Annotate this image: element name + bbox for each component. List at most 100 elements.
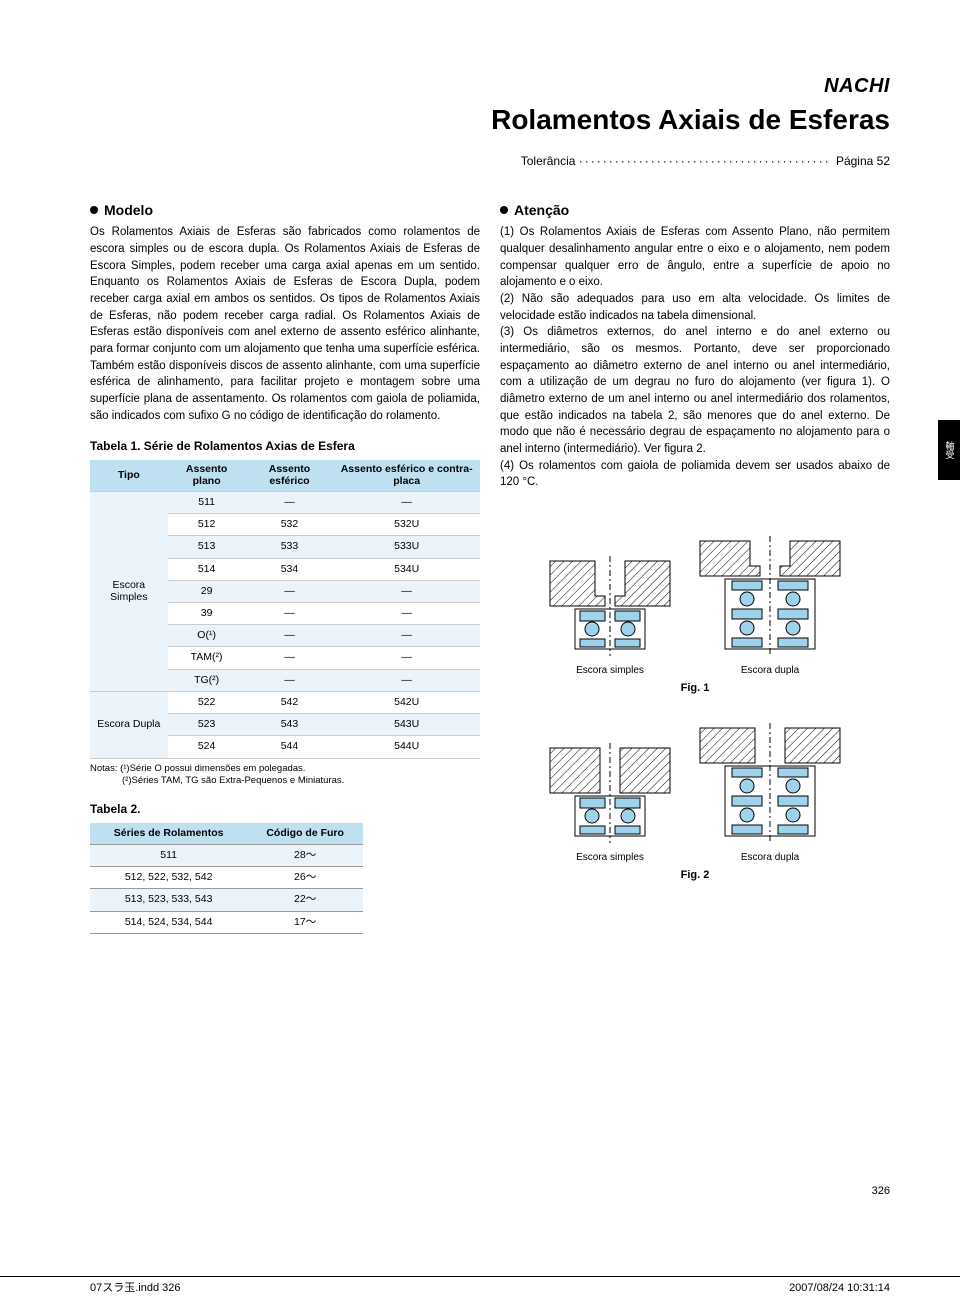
- modelo-text: Os Rolamentos Axiais de Esferas são fabr…: [90, 224, 480, 424]
- t2-cell: 17～: [247, 911, 363, 933]
- table2-caption: Tabela 2.: [90, 801, 480, 818]
- page-number: 326: [872, 1184, 890, 1200]
- table-row: 513, 523, 533, 54322～: [90, 889, 363, 911]
- t1-cell: 39: [168, 603, 246, 625]
- leader-dots: ········································…: [579, 154, 836, 168]
- page: NACHI Rolamentos Axiais de Esferas Toler…: [0, 0, 960, 1260]
- t1-cell: 534U: [333, 558, 480, 580]
- t1-note-0: Notas: (¹)Série O possui dimensões em po…: [90, 763, 480, 775]
- t1-cell: 29: [168, 580, 246, 602]
- t1-cell: —: [333, 625, 480, 647]
- modelo-heading: Modelo: [90, 200, 480, 220]
- t1-cell: 543: [246, 714, 334, 736]
- title-block: Rolamentos Axiais de Esferas Tolerância …: [90, 100, 890, 170]
- t1-cell: —: [246, 647, 334, 669]
- t1-h2: Assento esférico: [246, 460, 334, 492]
- fig1-label: Fig. 1: [500, 681, 890, 697]
- t1-cell: 532U: [333, 514, 480, 536]
- t1-cell: —: [246, 603, 334, 625]
- side-tab: 軸受: [938, 420, 960, 480]
- t1-cell: 543U: [333, 714, 480, 736]
- fig2-double: Escora dupla: [690, 718, 850, 866]
- t1-h1: Assento plano: [168, 460, 246, 492]
- fig1-simple: Escora simples: [540, 551, 680, 679]
- t1-cell: —: [246, 669, 334, 691]
- table1-caption: Tabela 1. Série de Rolamentos Axias de E…: [90, 438, 480, 455]
- fig1-double-svg: [690, 531, 850, 661]
- left-column: Modelo Os Rolamentos Axiais de Esferas s…: [90, 200, 480, 934]
- page-title: Rolamentos Axiais de Esferas: [90, 100, 890, 141]
- t1-cell: 524: [168, 736, 246, 758]
- t1-cell: 542: [246, 691, 334, 713]
- t2-h1: Código de Furo: [247, 823, 363, 845]
- fig2-simple-caption: Escora simples: [576, 852, 644, 863]
- atencao-body: (1) Os Rolamentos Axiais de Esferas com …: [500, 224, 890, 491]
- t1-type-cell: Escora Simples: [90, 491, 168, 691]
- bullet-icon: [500, 206, 508, 214]
- modelo-heading-text: Modelo: [104, 202, 153, 218]
- fig1-pair: Escora simples: [500, 531, 890, 679]
- t1-cell: —: [246, 625, 334, 647]
- t2-cell: 513, 523, 533, 543: [90, 889, 247, 911]
- t1-cell: 532: [246, 514, 334, 536]
- atencao-heading-text: Atenção: [514, 202, 569, 218]
- t2-cell: 511: [90, 844, 247, 866]
- atencao-item-0: (1) Os Rolamentos Axiais de Esferas com …: [500, 224, 890, 291]
- table1-notes: Notas: (¹)Série O possui dimensões em po…: [90, 763, 480, 788]
- t1-cell: —: [333, 603, 480, 625]
- table-row: 514, 524, 534, 54417～: [90, 911, 363, 933]
- fig1-simple-svg: [540, 551, 680, 661]
- t1-cell: 513: [168, 536, 246, 558]
- t2-cell: 22～: [247, 889, 363, 911]
- t1-cell: 514: [168, 558, 246, 580]
- t2-cell: 512, 522, 532, 542: [90, 867, 247, 889]
- t1-cell: 544U: [333, 736, 480, 758]
- atencao-item-3: (4) Os rolamentos com gaiola de poliamid…: [500, 458, 890, 491]
- t2-h0: Séries de Rolamentos: [90, 823, 247, 845]
- atencao-heading: Atenção: [500, 200, 890, 220]
- table-row: 51128～: [90, 844, 363, 866]
- right-column: Atenção (1) Os Rolamentos Axiais de Esfe…: [500, 200, 890, 934]
- footer-timestamp: 2007/08/24 10:31:14: [789, 1281, 890, 1297]
- fig2-double-caption: Escora dupla: [741, 852, 799, 863]
- t1-cell: 512: [168, 514, 246, 536]
- tolerance-page: Página 52: [836, 154, 890, 168]
- fig1-double: Escora dupla: [690, 531, 850, 679]
- tolerance-ref: Tolerância ·····························…: [90, 153, 890, 170]
- table-row: Escora Simples511——: [90, 491, 480, 513]
- fig1-double-caption: Escora dupla: [741, 665, 799, 676]
- t1-cell: 544: [246, 736, 334, 758]
- footer-file: 07スラ玉.indd 326: [90, 1281, 181, 1297]
- fig2-pair: Escora simples: [500, 718, 890, 866]
- t2-cell: 26～: [247, 867, 363, 889]
- t1-cell: 511: [168, 491, 246, 513]
- t1-cell: 522: [168, 691, 246, 713]
- fig2-label: Fig. 2: [500, 868, 890, 884]
- two-column-layout: Modelo Os Rolamentos Axiais de Esferas s…: [90, 200, 890, 934]
- t1-type-cell: Escora Dupla: [90, 691, 168, 758]
- fig2-simple-svg: [540, 738, 680, 848]
- atencao-item-1: (2) Não são adequados para uso em alta v…: [500, 291, 890, 324]
- t1-cell: —: [246, 491, 334, 513]
- t2-cell: 514, 524, 534, 544: [90, 911, 247, 933]
- t1-cell: 523: [168, 714, 246, 736]
- footer: 07スラ玉.indd 326 2007/08/24 10:31:14: [0, 1276, 960, 1297]
- t1-note-1: (²)Séries TAM, TG são Extra-Pequenos e M…: [90, 775, 480, 787]
- table-row: 512, 522, 532, 54226～: [90, 867, 363, 889]
- t1-h0: Tipo: [90, 460, 168, 492]
- t1-cell: 534: [246, 558, 334, 580]
- t1-cell: 533: [246, 536, 334, 558]
- table2: Séries de Rolamentos Código de Furo 5112…: [90, 823, 363, 934]
- fig2-simple: Escora simples: [540, 738, 680, 866]
- t1-cell: TG(²): [168, 669, 246, 691]
- t1-cell: —: [333, 647, 480, 669]
- fig1-simple-caption: Escora simples: [576, 665, 644, 676]
- t1-cell: —: [333, 580, 480, 602]
- modelo-paragraph: Os Rolamentos Axiais de Esferas são fabr…: [90, 224, 480, 424]
- t1-cell: 533U: [333, 536, 480, 558]
- tolerance-label: Tolerância: [521, 154, 576, 168]
- t2-cell: 28～: [247, 844, 363, 866]
- t1-cell: —: [333, 669, 480, 691]
- t1-cell: O(¹): [168, 625, 246, 647]
- t1-h3: Assento esférico e contra-placa: [333, 460, 480, 492]
